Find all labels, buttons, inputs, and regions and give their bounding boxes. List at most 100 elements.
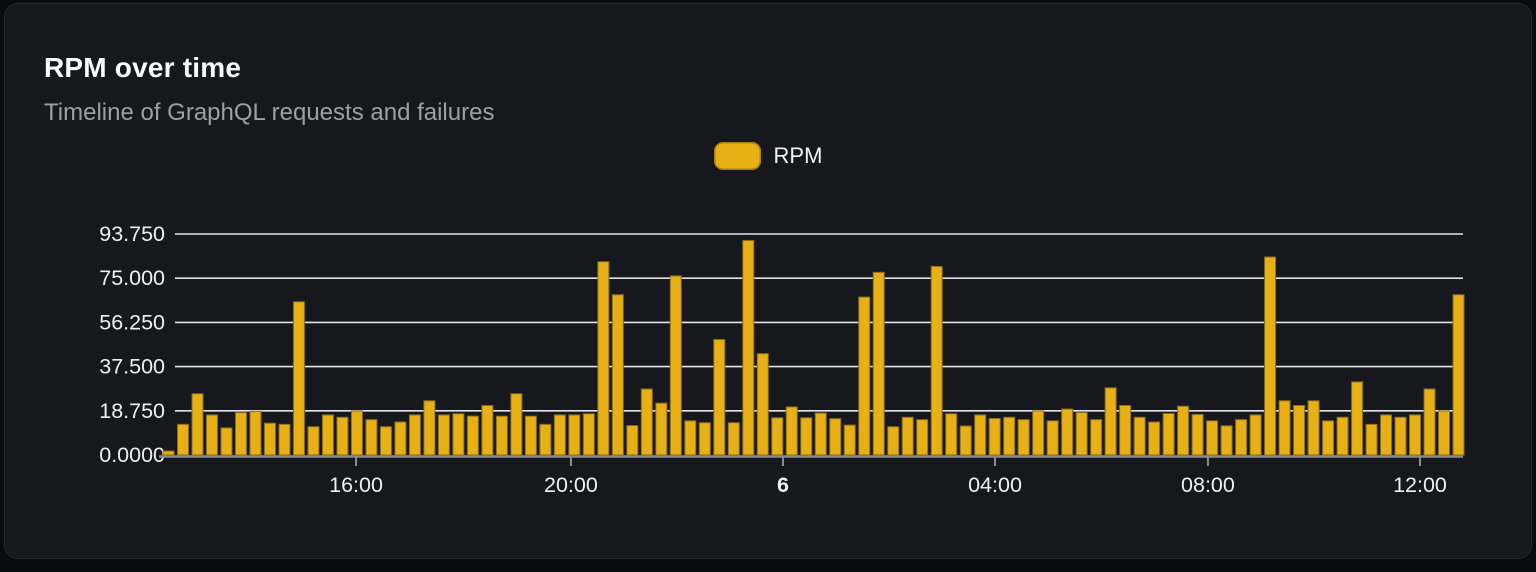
rpm-bar[interactable]	[1293, 404, 1306, 456]
rpm-bar[interactable]	[553, 414, 566, 456]
x-tick-label: 04:00	[968, 473, 1022, 497]
rpm-bar[interactable]	[684, 420, 697, 456]
rpm-bar[interactable]	[887, 426, 900, 456]
rpm-bar[interactable]	[785, 406, 798, 456]
rpm-bar[interactable]	[568, 414, 581, 456]
rpm-bar[interactable]	[350, 410, 363, 456]
rpm-bar[interactable]	[408, 414, 421, 456]
rpm-bar[interactable]	[1090, 419, 1103, 456]
rpm-bar[interactable]	[698, 422, 711, 456]
rpm-bar[interactable]	[336, 416, 349, 456]
rpm-bar[interactable]	[872, 271, 885, 456]
rpm-bar[interactable]	[1162, 413, 1175, 456]
rpm-bar[interactable]	[814, 412, 827, 456]
rpm-bar[interactable]	[1017, 419, 1030, 456]
legend-label: RPM	[773, 143, 823, 168]
rpm-bar[interactable]	[930, 265, 943, 456]
rpm-bar[interactable]	[394, 421, 407, 456]
legend-swatch-icon	[713, 142, 761, 170]
rpm-bar[interactable]	[1119, 404, 1132, 456]
rpm-bar[interactable]	[1191, 413, 1204, 456]
rpm-bar[interactable]	[1104, 387, 1117, 456]
rpm-bar[interactable]	[800, 417, 813, 456]
rpm-bar[interactable]	[1235, 419, 1248, 456]
rpm-bar[interactable]	[1452, 294, 1465, 456]
x-tick-label: 6	[777, 473, 789, 497]
rpm-bar[interactable]	[1046, 420, 1059, 456]
rpm-bar[interactable]	[1206, 420, 1219, 456]
rpm-bar[interactable]	[1336, 416, 1349, 456]
rpm-bar[interactable]	[1264, 256, 1277, 456]
rpm-bar[interactable]	[640, 388, 653, 456]
chart-canvas[interactable]: 0.0000 18.750 37.500 56.250 75.000 93.750 16:0…	[5, 4, 1536, 572]
rpm-bar[interactable]	[510, 393, 523, 456]
rpm-bar[interactable]	[249, 410, 262, 456]
rpm-bar[interactable]	[234, 412, 247, 456]
rpm-bar[interactable]	[205, 414, 218, 456]
rpm-bar[interactable]	[263, 422, 276, 456]
rpm-bar[interactable]	[1394, 416, 1407, 456]
rpm-bar[interactable]	[1220, 425, 1233, 456]
rpm-bar[interactable]	[321, 414, 334, 456]
rpm-bar[interactable]	[278, 423, 291, 456]
rpm-bar[interactable]	[713, 338, 726, 456]
rpm-bar[interactable]	[669, 275, 682, 456]
rpm-bar[interactable]	[1148, 421, 1161, 456]
rpm-bar[interactable]	[1249, 414, 1262, 456]
legend-item-rpm[interactable]: RPM	[713, 142, 823, 170]
rpm-bar[interactable]	[1351, 381, 1364, 456]
y-tick-label: 37.500	[99, 355, 165, 379]
rpm-bar[interactable]	[626, 425, 639, 456]
rpm-bar[interactable]	[539, 423, 552, 456]
rpm-bar[interactable]	[495, 415, 508, 456]
rpm-bar[interactable]	[191, 393, 204, 456]
rpm-bar[interactable]	[423, 400, 436, 456]
rpm-bar[interactable]	[1365, 423, 1378, 456]
rpm-bar[interactable]	[307, 426, 320, 456]
rpm-bar[interactable]	[379, 426, 392, 456]
rpm-bar[interactable]	[292, 301, 305, 456]
rpm-bar[interactable]	[742, 239, 755, 456]
rpm-bar[interactable]	[1278, 400, 1291, 456]
rpm-bar[interactable]	[1061, 408, 1074, 456]
rpm-bar[interactable]	[843, 424, 856, 456]
rpm-bar[interactable]	[597, 261, 610, 456]
rpm-bar[interactable]	[1438, 410, 1451, 456]
rpm-bar[interactable]	[1307, 400, 1320, 456]
rpm-bar[interactable]	[1003, 416, 1016, 456]
x-tick-label: 08:00	[1181, 473, 1235, 497]
rpm-bar[interactable]	[466, 415, 479, 456]
rpm-bar[interactable]	[756, 353, 769, 456]
rpm-bar[interactable]	[916, 419, 929, 456]
rpm-bar[interactable]	[1032, 410, 1045, 456]
rpm-bar[interactable]	[1177, 405, 1190, 456]
rpm-bar[interactable]	[437, 414, 450, 456]
rpm-bar[interactable]	[162, 450, 175, 456]
rpm-bar[interactable]	[1380, 414, 1393, 456]
rpm-bar[interactable]	[176, 423, 189, 456]
rpm-bar[interactable]	[365, 419, 378, 456]
rpm-bar[interactable]	[988, 417, 1001, 456]
rpm-bar[interactable]	[582, 413, 595, 456]
x-tick-label: 12:00	[1393, 473, 1447, 497]
rpm-bar[interactable]	[829, 418, 842, 456]
rpm-bar[interactable]	[1409, 414, 1422, 456]
rpm-bar[interactable]	[727, 422, 740, 456]
rpm-bar[interactable]	[1423, 388, 1436, 456]
chart-card: RPM over time Timeline of GraphQL reques…	[4, 3, 1532, 559]
rpm-bar[interactable]	[220, 427, 233, 456]
rpm-bar[interactable]	[611, 294, 624, 456]
rpm-bar[interactable]	[1322, 420, 1335, 456]
rpm-bar[interactable]	[655, 402, 668, 456]
rpm-bar[interactable]	[974, 414, 987, 456]
rpm-bar[interactable]	[524, 415, 537, 456]
rpm-bar[interactable]	[1133, 416, 1146, 456]
rpm-bar[interactable]	[1075, 412, 1088, 456]
rpm-bar[interactable]	[858, 296, 871, 456]
rpm-bar[interactable]	[959, 425, 972, 456]
rpm-bar[interactable]	[481, 404, 494, 456]
rpm-bar[interactable]	[901, 416, 914, 456]
rpm-bar[interactable]	[945, 413, 958, 456]
rpm-bar[interactable]	[771, 417, 784, 456]
rpm-bar[interactable]	[452, 413, 465, 456]
